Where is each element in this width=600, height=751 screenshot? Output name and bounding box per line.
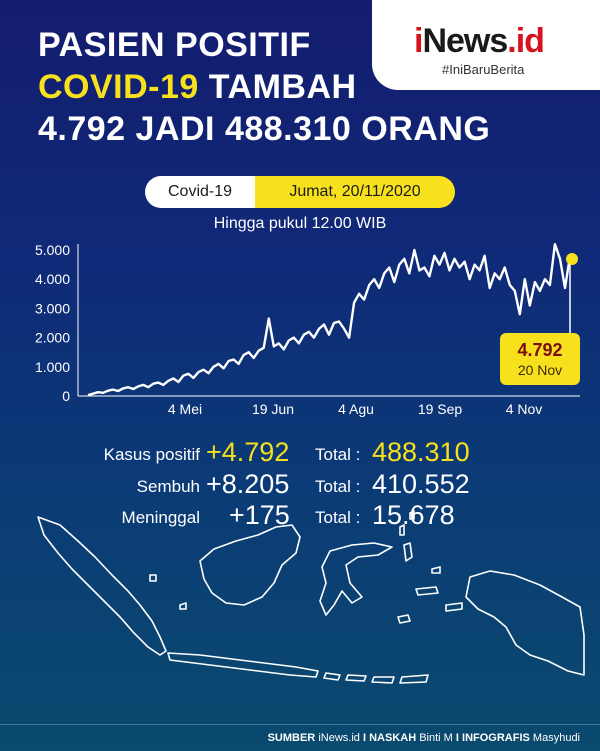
island-sulawesi xyxy=(319,542,393,616)
y-tick-label: 2.000 xyxy=(35,330,70,346)
stat-total: 488.310 xyxy=(372,437,470,467)
headline-tambah: TAMBAH xyxy=(198,68,357,106)
footer: SUMBER iNews.id I NASKAH Binti M I INFOG… xyxy=(0,724,600,751)
headline-covid: COVID-19 xyxy=(38,68,199,106)
headline-line-1: PASIEN POSITIF xyxy=(38,26,311,64)
brand-tagline: #IniBaruBerita xyxy=(442,62,525,77)
logo-panel xyxy=(372,0,600,90)
logo-i: i xyxy=(414,22,424,60)
stat-row-positive: Kasus positif +4.792 Total : 488.310 xyxy=(0,434,600,467)
series-line xyxy=(87,243,572,397)
footer-infografis-label: INFOGRAFIS xyxy=(462,732,530,744)
latest-value-callout: 4.792 20 Nov xyxy=(500,333,580,385)
footer-sumber: iNews.id xyxy=(318,732,360,744)
footer-naskah-label: NASKAH xyxy=(369,732,417,744)
stat-total-label: Total : xyxy=(315,445,361,464)
stat-label: Sembuh xyxy=(136,477,200,496)
x-tick-label: 4 Mei xyxy=(168,401,202,417)
footer-sumber-label: SUMBER xyxy=(267,732,316,744)
island-sumatra xyxy=(37,516,167,656)
stat-increase: +8.205 xyxy=(206,469,290,499)
callout-value: 4.792 xyxy=(517,340,563,360)
y-tick-label: 4.000 xyxy=(35,271,70,287)
small-islands xyxy=(149,510,441,610)
stat-total-label: Total : xyxy=(315,508,361,527)
y-tick-label: 1.000 xyxy=(35,359,70,375)
headline-line-3: 4.792 JADI 488.310 ORANG xyxy=(38,110,491,148)
y-tick-label: 5.000 xyxy=(35,242,70,258)
island-kalimantan xyxy=(199,524,301,606)
y-tick-label: 0 xyxy=(62,388,70,404)
footer-credits: SUMBER iNews.id I NASKAH Binti M I INFOG… xyxy=(268,732,580,744)
island-papua xyxy=(465,570,585,676)
brand-logo[interactable]: iNews.id xyxy=(414,22,545,61)
y-tick-label: 3.000 xyxy=(35,300,70,316)
stat-row-recovered: Sembuh +8.205 Total : 410.552 xyxy=(0,466,600,499)
footer-sep-2: I xyxy=(455,732,459,744)
footer-naskah: Binti M xyxy=(419,732,453,744)
island-nusa-tenggara xyxy=(323,672,429,684)
stat-label: Meninggal xyxy=(121,508,200,527)
logo-news: News xyxy=(422,22,508,60)
last-point-marker xyxy=(566,253,578,265)
indonesia-map xyxy=(37,510,585,684)
x-tick-label: 4 Agu xyxy=(338,401,374,417)
footer-infografis: Masyhudi xyxy=(532,732,580,744)
headline-line-2: COVID-19 TAMBAH xyxy=(38,66,368,108)
headline: PASIEN POSITIF COVID-19 TAMBAH 4.792 JAD… xyxy=(38,24,491,150)
stat-increase: +175 xyxy=(229,500,290,530)
date-pill: Covid-19 Jumat, 20/11/2020 xyxy=(145,176,455,208)
stat-label: Kasus positif xyxy=(103,445,200,464)
chart-subtitle: Hingga pukul 12.00 WIB xyxy=(213,215,387,232)
stat-row-deaths: Meninggal +175 Total : 15.678 xyxy=(0,497,600,530)
footer-sep-1: I xyxy=(362,732,367,744)
line-chart: 5.000 4.000 3.000 2.000 1.000 0 4 Mei 19 Jun 4 … xyxy=(35,242,580,417)
island-java xyxy=(167,652,319,678)
x-tick-label: 19 Jun xyxy=(252,401,294,417)
stat-total: 410.552 xyxy=(372,469,470,499)
footer-divider xyxy=(0,724,600,725)
x-tick-label: 19 Sep xyxy=(418,401,463,417)
stat-increase: +4.792 xyxy=(206,437,290,467)
island-maluku xyxy=(397,542,463,624)
callout-date: 20 Nov xyxy=(517,362,563,378)
x-tick-label: 4 Nov xyxy=(506,401,543,417)
stat-total-label: Total : xyxy=(315,477,361,496)
date-label: Jumat, 20/11/2020 xyxy=(255,176,455,208)
topic-label: Covid-19 xyxy=(145,176,255,208)
logo-id: .id xyxy=(507,22,545,60)
